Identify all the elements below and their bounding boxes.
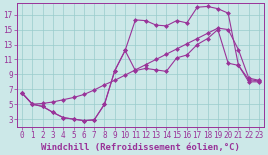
X-axis label: Windchill (Refroidissement éolien,°C): Windchill (Refroidissement éolien,°C) xyxy=(41,143,240,152)
